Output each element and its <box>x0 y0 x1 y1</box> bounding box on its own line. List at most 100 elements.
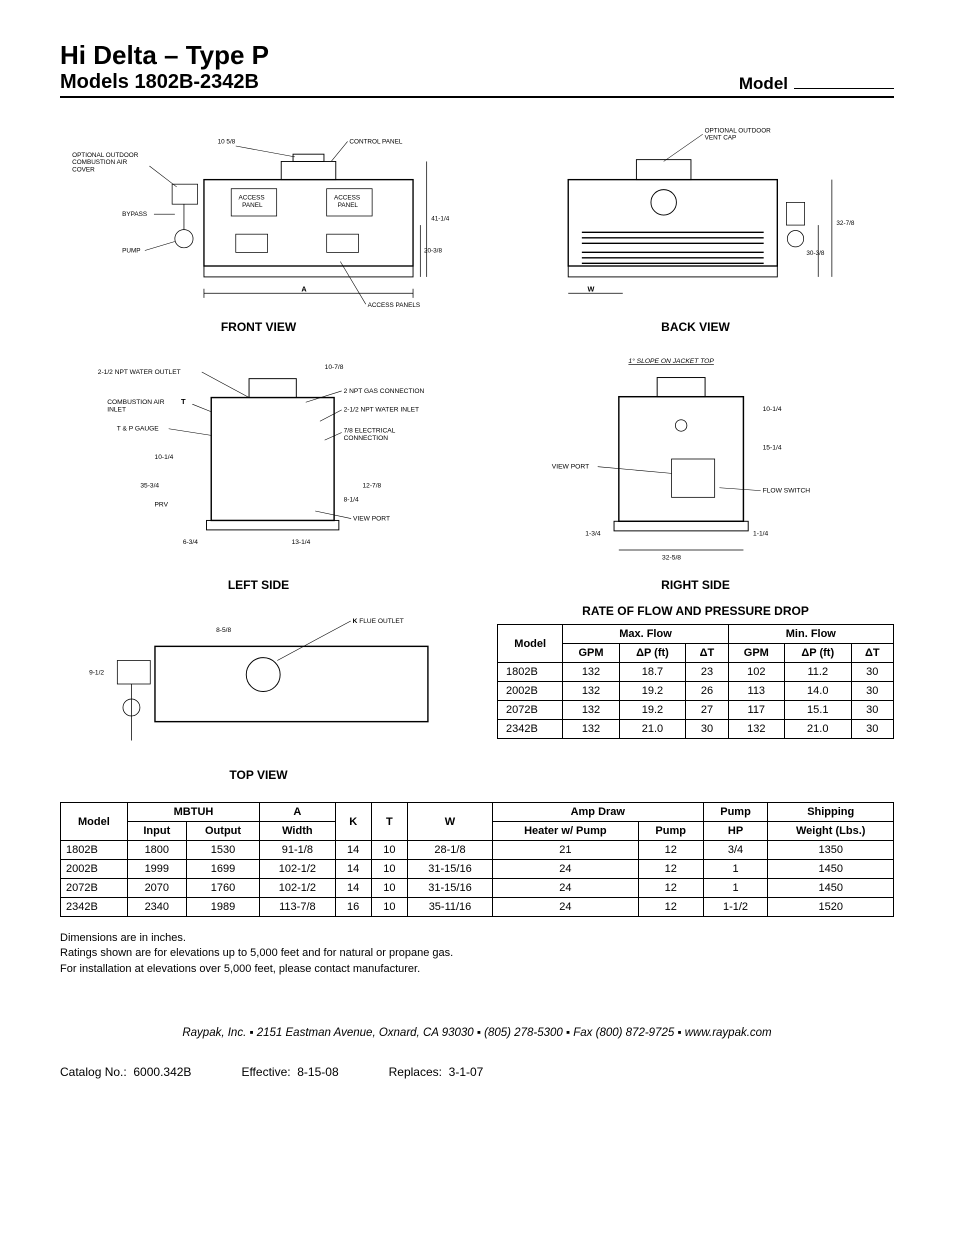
diagram-top: K FLUE OUTLET 8-5/8 9-1/2 TOP VIEW <box>60 604 457 782</box>
svg-text:32-5/8: 32-5/8 <box>662 555 681 562</box>
table-cell: 14 <box>335 860 371 879</box>
table-row: 2002B19991699102-1/2141031-15/1624121145… <box>61 860 894 879</box>
notes: Dimensions are in inches. Ratings shown … <box>60 931 894 977</box>
th-amp: Amp Draw <box>492 803 703 822</box>
th-a: A <box>260 803 335 822</box>
svg-text:2-1/2 NPT WATER OUTLET: 2-1/2 NPT WATER OUTLET <box>98 369 181 376</box>
table-cell: 16 <box>335 898 371 917</box>
svg-text:41-1/4: 41-1/4 <box>431 216 449 223</box>
svg-text:T: T <box>181 397 186 406</box>
svg-text:30-3/8: 30-3/8 <box>806 250 824 257</box>
table-cell: 1450 <box>768 879 894 898</box>
th-heater: Heater w/ Pump <box>492 822 638 841</box>
svg-text:13-1/4: 13-1/4 <box>292 539 311 546</box>
table-cell: 30 <box>851 720 893 739</box>
svg-text:T & P GAUGE: T & P GAUGE <box>117 426 160 433</box>
th-min: Min. Flow <box>728 625 893 644</box>
note-1: Dimensions are in inches. <box>60 931 894 946</box>
table-cell: 24 <box>492 898 638 917</box>
catalog: Catalog No.: 6000.342B <box>60 1065 191 1079</box>
table-cell: 10 <box>371 879 407 898</box>
table-row: 2342B13221.03013221.030 <box>498 720 894 739</box>
left-side-svg: 2-1/2 NPT WATER OUTLET COMBUSTION AIRINL… <box>60 344 457 574</box>
svg-text:15-1/4: 15-1/4 <box>763 444 782 451</box>
th-width: Width <box>260 822 335 841</box>
table-cell: 1-1/2 <box>703 898 768 917</box>
table-row: 2072B20701760102-1/2141031-15/1624121145… <box>61 879 894 898</box>
table-cell: 117 <box>728 701 784 720</box>
table-cell: 1999 <box>127 860 186 879</box>
svg-text:8-5/8: 8-5/8 <box>216 627 231 634</box>
table-cell: 1802B <box>498 663 563 682</box>
table-cell: 24 <box>492 879 638 898</box>
svg-text:CONTROL PANEL: CONTROL PANEL <box>349 138 402 145</box>
table-cell: 1760 <box>186 879 259 898</box>
table-cell: 19.2 <box>619 701 686 720</box>
footer-catalog: Catalog No.: 6000.342B Effective: 8-15-0… <box>60 1065 894 1079</box>
table-cell: 15.1 <box>784 701 851 720</box>
th-input: Input <box>127 822 186 841</box>
table-cell: 28-1/8 <box>408 841 493 860</box>
table-cell: 1530 <box>186 841 259 860</box>
th-model: Model <box>61 803 128 841</box>
diagram-right: 1° SLOPE ON JACKET TOP 10-1/4 15-1/4 VIE… <box>497 344 894 592</box>
page-header: Hi Delta – Type P Models 1802B-2342B Mod… <box>60 40 894 98</box>
table-row: 2342B23401989113-7/8161035-11/1624121-1/… <box>61 898 894 917</box>
svg-text:35-3/4: 35-3/4 <box>140 482 159 489</box>
svg-text:VIEW PORT: VIEW PORT <box>552 464 589 471</box>
table-cell: 35-11/16 <box>408 898 493 917</box>
svg-text:1-1/4: 1-1/4 <box>753 531 769 538</box>
th-mbtuh: MBTUH <box>127 803 259 822</box>
table-cell: 2002B <box>61 860 128 879</box>
table-cell: 102 <box>728 663 784 682</box>
table-row: 2002B13219.22611314.030 <box>498 682 894 701</box>
back-view-svg: OPTIONAL OUTDOORVENT CAP 32-7/8 <box>497 116 894 316</box>
svg-text:10 5/8: 10 5/8 <box>218 138 236 145</box>
svg-text:COMBUSTION AIRINLET: COMBUSTION AIRINLET <box>107 399 165 414</box>
table-cell: 23 <box>686 663 728 682</box>
table-cell: 3/4 <box>703 841 768 860</box>
th-gpm2: GPM <box>728 644 784 663</box>
th-pumphp-top: Pump <box>703 803 768 822</box>
top-view-svg: K FLUE OUTLET 8-5/8 9-1/2 <box>60 604 457 764</box>
svg-text:12-7/8: 12-7/8 <box>362 482 381 489</box>
svg-text:10-1/4: 10-1/4 <box>763 406 782 413</box>
table-cell: 11.2 <box>784 663 851 682</box>
table-cell: 14.0 <box>784 682 851 701</box>
mid-row: K FLUE OUTLET 8-5/8 9-1/2 TOP VIEW RATE … <box>60 604 894 782</box>
table-cell: 21 <box>492 841 638 860</box>
svg-text:1° SLOPE ON JACKET TOP: 1° SLOPE ON JACKET TOP <box>628 357 714 365</box>
table-cell: 14 <box>335 841 371 860</box>
svg-text:FLOW SWITCH: FLOW SWITCH <box>763 488 811 495</box>
table-cell: 1699 <box>186 860 259 879</box>
th-pump: Pump <box>638 822 703 841</box>
table-cell: 2342B <box>498 720 563 739</box>
th-dp: ΔP (ft) <box>619 644 686 663</box>
svg-text:VIEW PORT: VIEW PORT <box>353 515 390 522</box>
svg-text:ACCESSPANEL: ACCESSPANEL <box>334 195 360 209</box>
svg-text:A: A <box>301 284 307 293</box>
table-cell: 132 <box>563 663 619 682</box>
table-cell: 18.7 <box>619 663 686 682</box>
table-cell: 10 <box>371 898 407 917</box>
table-cell: 2072B <box>61 879 128 898</box>
diagrams-grid: A 41-1/4 20-3/8 OPTIONAL OUTDOORCOMBUSTI… <box>60 116 894 592</box>
table-cell: 1802B <box>61 841 128 860</box>
footer-address: Raypak, Inc. ▪ 2151 Eastman Avenue, Oxna… <box>60 1027 894 1039</box>
flow-table: Model Max. Flow Min. Flow GPM ΔP (ft) ΔT… <box>497 624 894 739</box>
table-cell: 12 <box>638 841 703 860</box>
th-hp: HP <box>703 822 768 841</box>
svg-text:32-7/8: 32-7/8 <box>836 220 854 227</box>
table-cell: 91-1/8 <box>260 841 335 860</box>
table-cell: 30 <box>686 720 728 739</box>
th-model: Model <box>498 625 563 663</box>
table-cell: 113-7/8 <box>260 898 335 917</box>
flow-title: RATE OF FLOW AND PRESSURE DROP <box>497 604 894 618</box>
note-3: For installation at elevations over 5,00… <box>60 962 894 977</box>
th-ship-top: Shipping <box>768 803 894 822</box>
table-cell: 102-1/2 <box>260 860 335 879</box>
th-output: Output <box>186 822 259 841</box>
model-label: Model <box>739 74 788 94</box>
table-cell: 1 <box>703 860 768 879</box>
diagram-front: A 41-1/4 20-3/8 OPTIONAL OUTDOORCOMBUSTI… <box>60 116 457 334</box>
